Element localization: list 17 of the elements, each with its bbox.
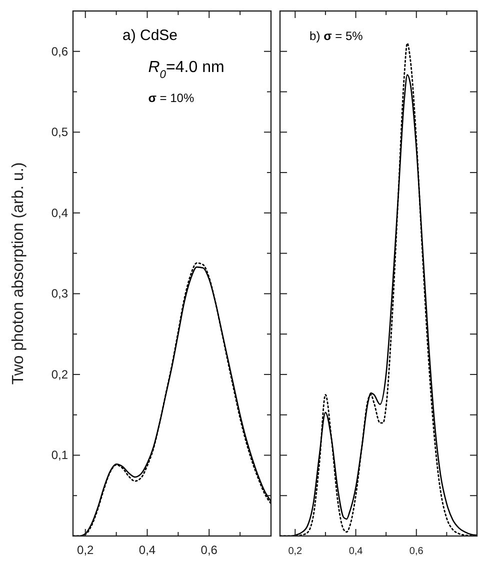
annotation: a) CdSe <box>122 27 178 44</box>
x-tick-label: 0,2 <box>77 543 94 557</box>
y-tick-label: 0,5 <box>51 125 68 140</box>
y-tick-label: 0,6 <box>51 44 68 58</box>
y-tick-label: 0,1 <box>51 448 68 462</box>
y-tick-label: 0,3 <box>51 286 68 301</box>
annotation: b) σ = 5% <box>310 29 364 43</box>
y-tick-label: 0,4 <box>51 206 68 220</box>
annotation: R$_{0}$=4.0 nm <box>148 59 224 81</box>
x-tick-label: 0,4 <box>348 546 364 557</box>
y-tick-label: 0,2 <box>51 367 68 382</box>
x-tick-label: 0,6 <box>409 546 424 557</box>
x-tick-label: 0,4 <box>138 543 156 557</box>
y-axis-title: Two photon absorption (arb. u.) <box>10 162 27 385</box>
annotation: σ = 10% <box>148 91 194 105</box>
x-tick-label: 0,2 <box>288 546 303 557</box>
x-tick-label: 0,6 <box>200 543 218 557</box>
